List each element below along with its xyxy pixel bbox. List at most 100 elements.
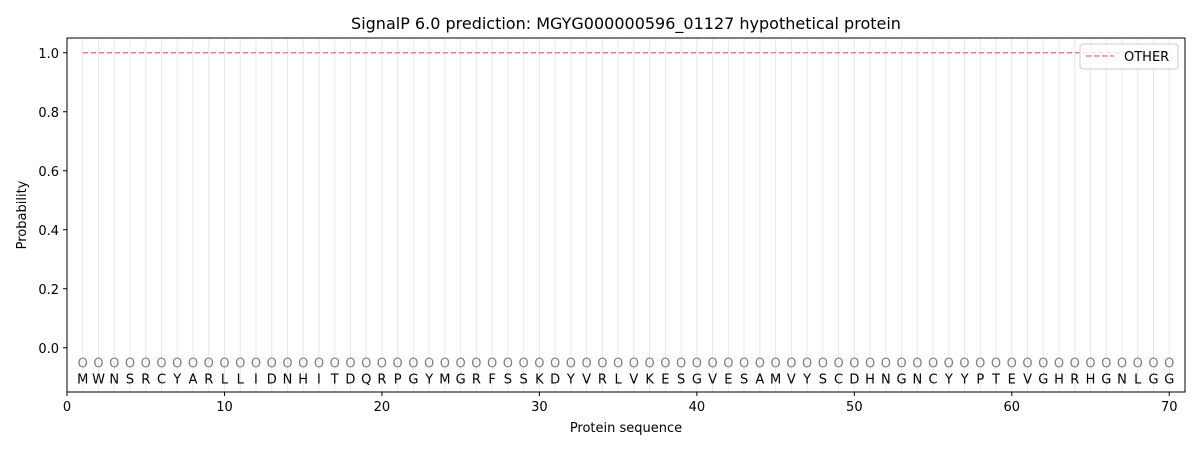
residue-label: V — [787, 372, 796, 387]
residue-label: N — [283, 372, 293, 387]
residue-label: G — [1038, 372, 1048, 387]
residue-label: P — [976, 372, 984, 387]
residue-label: D — [849, 372, 859, 387]
residue-label: E — [724, 372, 732, 387]
residue-label: G — [1164, 372, 1174, 387]
predicted-label: O — [566, 357, 576, 372]
predicted-label: O — [109, 357, 119, 372]
residue-label: D — [550, 372, 560, 387]
predicted-label: O — [188, 357, 198, 372]
residue-label: C — [834, 372, 843, 387]
predicted-label: O — [944, 357, 954, 372]
chart-title: SignalP 6.0 prediction: MGYG000000596_01… — [351, 14, 901, 34]
residue-label: N — [912, 372, 922, 387]
predicted-label: O — [865, 357, 875, 372]
predicted-label: O — [707, 357, 717, 372]
residue-label: T — [330, 372, 339, 387]
predicted-label: O — [1164, 357, 1174, 372]
residue-label: C — [929, 372, 938, 387]
predicted-label: O — [550, 357, 560, 372]
residue-label: H — [298, 372, 308, 387]
predicted-label: O — [582, 357, 592, 372]
x-tick-label: 30 — [531, 400, 548, 415]
predicted-label: O — [660, 357, 670, 372]
residue-label: P — [394, 372, 402, 387]
residue-label: S — [819, 372, 827, 387]
residue-label: G — [456, 372, 466, 387]
predicted-label: O — [1148, 357, 1158, 372]
predicted-label: O — [896, 357, 906, 372]
predicted-label: O — [723, 357, 733, 372]
predicted-label: O — [613, 357, 623, 372]
residue-label: Y — [424, 372, 433, 387]
predicted-label: O — [928, 357, 938, 372]
y-tick-label: 0.0 — [38, 342, 59, 357]
residue-label: A — [755, 372, 764, 387]
residue-label: Y — [566, 372, 575, 387]
predicted-label: O — [833, 357, 843, 372]
predicted-label: O — [519, 357, 529, 372]
residue-label: G — [897, 372, 907, 387]
predicted-label: O — [645, 357, 655, 372]
predicted-label: O — [802, 357, 812, 372]
predicted-label: O — [786, 357, 796, 372]
residue-label: L — [1134, 372, 1142, 387]
residue-label: G — [408, 372, 418, 387]
residue-label: A — [189, 372, 198, 387]
predicted-label: O — [298, 357, 308, 372]
predicted-label: O — [1007, 357, 1017, 372]
residue-label: H — [1054, 372, 1064, 387]
residue-label: Y — [960, 372, 969, 387]
predicted-label: O — [1038, 357, 1048, 372]
residue-label: R — [472, 372, 481, 387]
residue-label: F — [488, 372, 495, 387]
residue-label: C — [157, 372, 166, 387]
predicted-label: O — [1070, 357, 1080, 372]
residue-label: Y — [944, 372, 953, 387]
predicted-label: O — [361, 357, 371, 372]
predicted-label: O — [377, 357, 387, 372]
residue-label: S — [677, 372, 685, 387]
predicted-label: O — [503, 357, 513, 372]
residue-label: G — [1148, 372, 1158, 387]
y-axis-label: Probability — [15, 180, 30, 249]
x-tick-label: 70 — [1161, 400, 1178, 415]
residue-label: N — [1117, 372, 1127, 387]
predicted-label: O — [393, 357, 403, 372]
residue-label: Q — [361, 372, 371, 387]
x-axis-label: Protein sequence — [570, 421, 682, 436]
predicted-label: O — [408, 357, 418, 372]
predicted-label: O — [156, 357, 166, 372]
predicted-label: O — [204, 357, 214, 372]
predicted-label: O — [125, 357, 135, 372]
plot-frame — [66, 37, 1186, 393]
predicted-label: O — [739, 357, 749, 372]
predicted-label: O — [534, 357, 544, 372]
y-tick-label: 0.8 — [38, 106, 59, 121]
residue-label: R — [1070, 372, 1079, 387]
x-tick-label: 10 — [216, 400, 233, 415]
residue-label: R — [377, 372, 386, 387]
y-tick-label: 1.0 — [38, 47, 59, 62]
residue-label: L — [221, 372, 229, 387]
x-tick-label: 0 — [63, 400, 71, 415]
residue-label: E — [661, 372, 669, 387]
residue-label: V — [582, 372, 591, 387]
predicted-label: O — [440, 357, 450, 372]
residue-label: K — [645, 372, 654, 387]
residue-label: V — [708, 372, 717, 387]
residue-label: M — [770, 372, 781, 387]
x-tick-label: 50 — [846, 400, 863, 415]
y-tick-label: 0.4 — [38, 224, 59, 239]
predicted-label: O — [975, 357, 985, 372]
predicted-label: O — [235, 357, 245, 372]
predicted-label: O — [93, 357, 103, 372]
predicted-label: O — [912, 357, 922, 372]
residue-label: S — [740, 372, 748, 387]
residue-label: I — [317, 372, 321, 387]
predicted-label: O — [1117, 357, 1127, 372]
predicted-label: O — [471, 357, 481, 372]
predicted-label: O — [818, 357, 828, 372]
residue-label: N — [881, 372, 891, 387]
